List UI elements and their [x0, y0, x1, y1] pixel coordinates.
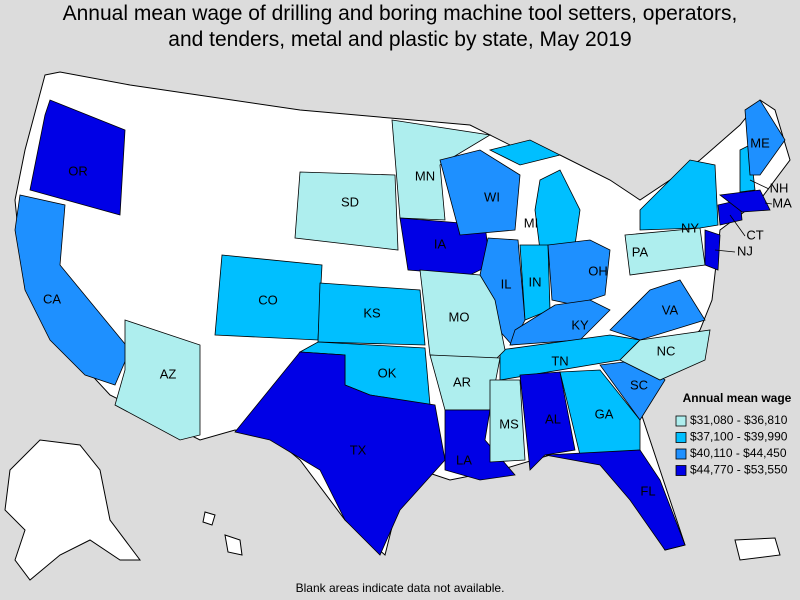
leader-line — [764, 202, 773, 205]
state-region — [234, 351, 446, 556]
legend-title: Annual mean wage — [683, 391, 792, 405]
state-region — [29, 99, 126, 216]
title-line: Annual mean wage of drilling and boring … — [63, 2, 738, 25]
state-label: NC — [657, 343, 676, 358]
state-label: CT — [746, 227, 763, 242]
state-label: IA — [434, 236, 447, 251]
alaska — [4, 439, 141, 581]
legend-label: $40,110 - $44,450 — [690, 446, 787, 460]
state-region — [489, 379, 526, 463]
state-label: WI — [484, 189, 500, 204]
state-label: IN — [529, 274, 542, 289]
state-label: TN — [551, 353, 568, 368]
state-region — [519, 371, 576, 471]
state-label: KY — [571, 317, 589, 332]
state-label: MO — [449, 309, 470, 324]
state-label: TX — [350, 442, 367, 457]
state-region — [619, 329, 711, 381]
state-region — [14, 194, 131, 386]
puerto-rico — [734, 537, 781, 561]
state-region — [547, 239, 611, 306]
state-label: OK — [378, 365, 397, 380]
state-label: IL — [501, 276, 512, 291]
state-label: SC — [630, 377, 648, 392]
state-region — [114, 319, 201, 441]
footnote: Blank areas indicate data not available. — [296, 581, 505, 595]
state-label: CO — [258, 292, 278, 307]
state-region — [544, 449, 686, 551]
state-label: KS — [363, 305, 381, 320]
state-region — [609, 279, 706, 341]
legend-swatch — [675, 465, 687, 476]
state-label: MS — [499, 416, 519, 431]
state-label: OH — [588, 263, 608, 278]
hawaii — [202, 511, 216, 526]
legend-swatch — [675, 432, 687, 443]
state-region — [317, 282, 426, 346]
state-label: MI — [524, 215, 538, 230]
state-label: VA — [662, 302, 679, 317]
hawaii — [224, 534, 243, 556]
state-label: NJ — [737, 243, 753, 258]
state-region — [509, 299, 611, 346]
state-region — [704, 229, 721, 271]
state-label: ME — [750, 135, 770, 150]
state-region — [744, 99, 786, 176]
legend-swatch — [675, 448, 687, 460]
state-region — [439, 149, 521, 236]
state-region — [391, 119, 492, 221]
state-region — [488, 139, 562, 166]
title-line: and tenders, metal and plastic by state,… — [168, 28, 631, 51]
legend-swatch — [675, 415, 687, 427]
state-label: NY — [681, 220, 699, 235]
state-region — [294, 171, 399, 251]
state-region — [639, 159, 719, 231]
state-label: AR — [453, 374, 471, 389]
state-label: FL — [640, 483, 655, 498]
state-label: SD — [341, 194, 359, 209]
leader-line — [729, 214, 746, 237]
legend-label: $31,080 - $36,810 — [690, 413, 788, 427]
leader-line — [714, 249, 736, 253]
legend-label: $37,100 - $39,990 — [690, 430, 788, 444]
state-label: OR — [68, 163, 88, 178]
state-label: MN — [415, 168, 435, 183]
state-region — [718, 189, 771, 213]
state-label: MA — [772, 195, 792, 210]
state-label: NH — [770, 180, 789, 195]
leader-line — [749, 179, 770, 190]
legend-label: $44,770 - $53,550 — [690, 463, 788, 477]
state-label: AZ — [160, 366, 177, 381]
state-label: AL — [545, 411, 561, 426]
state-label: GA — [595, 406, 614, 421]
state-label: CA — [43, 291, 61, 306]
state-label: PA — [632, 244, 649, 259]
state-label: LA — [456, 452, 472, 467]
state-region — [559, 369, 641, 456]
